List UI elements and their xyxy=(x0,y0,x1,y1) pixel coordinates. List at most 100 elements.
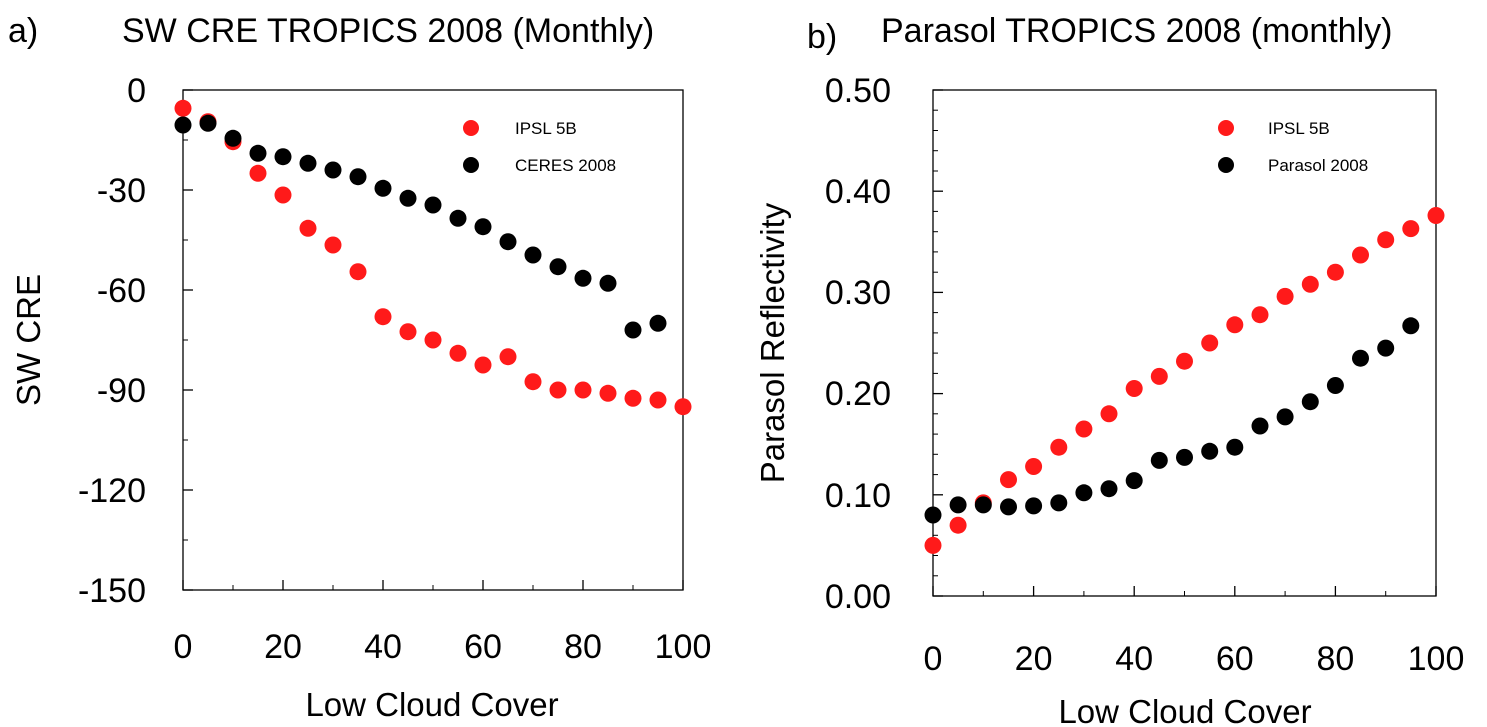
y-tick: -90 xyxy=(97,372,193,410)
panel-b-point-ipsl-5b xyxy=(1276,287,1294,305)
panel-a-title: SW CRE TROPICS 2008 (Monthly) xyxy=(122,12,654,50)
x-tick: 60 xyxy=(464,580,502,666)
panel-a-point-ceres-2008 xyxy=(199,114,217,132)
x-tick: 0 xyxy=(174,580,193,666)
panel-a-point-ipsl-5b xyxy=(624,389,642,407)
panel-b-point-parasol-2008 xyxy=(1326,377,1344,394)
panel-b-x-ticks: 0 20 40 60 80 100 xyxy=(924,586,1465,678)
panel-b-point-ipsl-5b xyxy=(1176,352,1193,370)
y-tick-label: 0.40 xyxy=(825,173,891,211)
x-tick-label: 20 xyxy=(264,628,302,666)
panel-b-point-parasol-2008 xyxy=(1150,451,1168,469)
panel-b-point-ipsl-5b xyxy=(1301,275,1319,293)
panel-a-point-ceres-2008 xyxy=(249,144,267,162)
y-tick: 0.40 xyxy=(825,173,943,211)
panel-a-point-ipsl-5b xyxy=(374,308,392,326)
panel-b-point-parasol-2008 xyxy=(1125,472,1143,490)
panel-a-x-axis-label: Low Cloud Cover xyxy=(305,686,558,723)
panel-b-point-parasol-2008 xyxy=(1276,408,1294,426)
x-tick: 0 xyxy=(924,586,942,678)
panel-b-title: Parasol TROPICS 2008 (monthly) xyxy=(881,12,1392,50)
panel-b-point-parasol-2008 xyxy=(1025,497,1043,515)
panel-a-point-ipsl-5b xyxy=(674,398,692,416)
legend-marker-ceres xyxy=(463,157,479,173)
panel-b-point-parasol-2008 xyxy=(1251,417,1269,435)
panel-b-x-axis-label: Low Cloud Cover xyxy=(1058,693,1311,727)
x-tick-label: 100 xyxy=(655,628,712,666)
x-tick: 100 xyxy=(655,580,712,666)
panel-b-point-parasol-2008 xyxy=(1075,484,1093,502)
panel-b-point-parasol-2008 xyxy=(924,506,942,524)
panel-b-point-ipsl-5b xyxy=(1427,207,1445,224)
panel-a-y-ticks: 0 -30 -60 -90 -120 -150 xyxy=(78,72,193,610)
x-tick: 80 xyxy=(564,580,602,666)
x-tick-label: 40 xyxy=(364,628,402,666)
panel-a-point-ipsl-5b xyxy=(599,384,617,402)
y-tick-label: 0.00 xyxy=(825,578,891,616)
panel-a-point-ceres-2008 xyxy=(374,179,392,197)
panel-a: a) SW CRE TROPICS 2008 (Monthly) Low Clo… xyxy=(8,12,711,723)
x-tick: 100 xyxy=(1408,586,1465,678)
panel-b-point-ipsl-5b xyxy=(1100,405,1118,423)
y-tick: -150 xyxy=(78,572,193,610)
panel-b-point-ipsl-5b xyxy=(1226,316,1244,334)
x-tick-label: 100 xyxy=(1408,640,1465,678)
panel-a-point-ipsl-5b xyxy=(349,263,367,281)
x-tick-label: 0 xyxy=(174,628,193,666)
panel-b-point-parasol-2008 xyxy=(1201,442,1219,460)
panel-b-point-ipsl-5b xyxy=(1025,458,1043,475)
y-tick: 0 xyxy=(127,72,193,110)
panel-a-point-ipsl-5b xyxy=(474,356,492,374)
legend-label-ipsl: IPSL 5B xyxy=(515,119,577,138)
panel-b-legend: IPSL 5B Parasol 2008 xyxy=(1218,119,1368,175)
legend-label-ipsl: IPSL 5B xyxy=(1268,119,1330,138)
y-tick: 0.30 xyxy=(825,274,943,312)
panel-a-point-ipsl-5b xyxy=(499,348,517,366)
y-tick: -120 xyxy=(78,472,193,510)
panel-b-point-parasol-2008 xyxy=(1000,498,1017,516)
y-tick: 0.00 xyxy=(825,578,943,616)
panel-a-point-ipsl-5b xyxy=(649,391,667,409)
panel-a-x-ticks: 0 20 40 60 80 100 xyxy=(174,580,712,666)
panel-a-point-ipsl-5b xyxy=(549,381,567,399)
panel-a-point-ceres-2008 xyxy=(649,314,667,332)
y-tick-label: 0.10 xyxy=(825,477,891,515)
panel-a-y-axis-label: SW CRE xyxy=(10,274,47,406)
y-tick-label: -90 xyxy=(97,372,146,410)
panel-b-point-ipsl-5b xyxy=(924,536,942,554)
panel-b-point-ipsl-5b xyxy=(1150,367,1168,385)
panel-a-point-ipsl-5b xyxy=(574,381,592,399)
panel-a-point-ipsl-5b xyxy=(399,323,417,341)
y-tick: 0.10 xyxy=(825,477,943,515)
panel-a-point-ipsl-5b xyxy=(174,99,192,117)
panel-a-point-ceres-2008 xyxy=(449,209,467,227)
panel-a-letter: a) xyxy=(8,12,38,50)
panel-b-point-parasol-2008 xyxy=(1100,480,1118,498)
panel-b-point-parasol-2008 xyxy=(1176,448,1193,466)
panel-a-point-ceres-2008 xyxy=(399,189,417,207)
panel-b-point-parasol-2008 xyxy=(1402,317,1420,335)
x-tick-label: 40 xyxy=(1115,640,1153,678)
x-tick-label: 60 xyxy=(1216,640,1254,678)
panel-b-point-parasol-2008 xyxy=(1226,438,1244,456)
panel-a-point-ceres-2008 xyxy=(274,148,292,166)
panel-b-point-ipsl-5b xyxy=(1326,263,1344,281)
panel-a-points xyxy=(174,99,692,416)
y-tick-label: 0.50 xyxy=(825,72,891,110)
x-tick: 40 xyxy=(1115,586,1153,678)
y-tick: -60 xyxy=(97,272,193,310)
panel-a-point-ipsl-5b xyxy=(449,344,467,362)
y-tick-label: -30 xyxy=(97,172,146,210)
panel-a-point-ceres-2008 xyxy=(499,233,517,251)
panel-a-point-ceres-2008 xyxy=(574,269,592,287)
y-tick: -30 xyxy=(97,172,193,210)
panel-a-point-ipsl-5b xyxy=(424,331,442,349)
panel-b: b) Parasol TROPICS 2008 (monthly) Low Cl… xyxy=(754,12,1464,727)
panel-b-point-parasol-2008 xyxy=(1352,349,1369,367)
panel-b-point-ipsl-5b xyxy=(1201,334,1219,352)
legend-label-ceres: CERES 2008 xyxy=(515,156,616,175)
panel-b-point-ipsl-5b xyxy=(1050,438,1068,456)
panel-a-point-ipsl-5b xyxy=(274,186,292,204)
panel-b-point-parasol-2008 xyxy=(1377,339,1395,357)
